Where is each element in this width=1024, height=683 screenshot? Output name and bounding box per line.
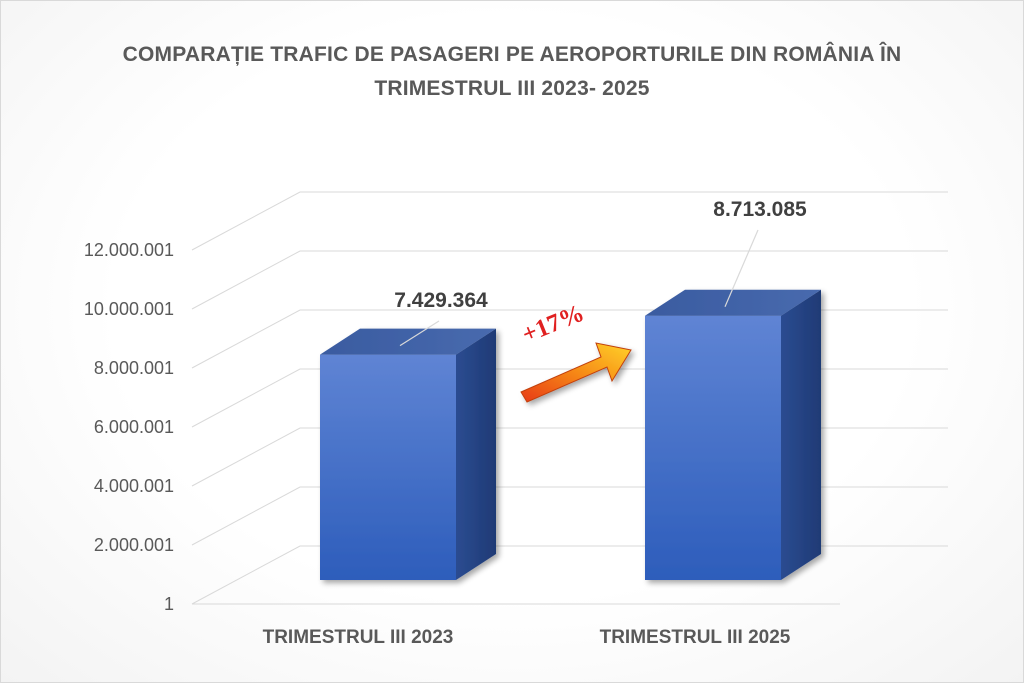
chart-title-line-2: TRIMESTRUL III 2023- 2025 <box>374 77 650 100</box>
y-tick-label: 4.000.001 <box>94 476 174 496</box>
data-label-leader <box>399 320 440 347</box>
gridline <box>191 486 948 546</box>
growth-arrow-icon <box>520 342 632 403</box>
growth-annotation: +17% <box>518 299 632 403</box>
y-tick-label: 2.000.001 <box>94 535 174 555</box>
gridline <box>191 191 948 251</box>
y-axis-tick-labels: 12.000.0014.000.0016.000.0018.000.00110.… <box>84 240 174 614</box>
bar-1 <box>320 328 496 580</box>
gridline <box>191 545 948 605</box>
x-category-label: TRIMESTRUL III 2025 <box>600 627 791 648</box>
data-label: 7.429.364 <box>394 289 488 312</box>
bar-side-face <box>781 289 821 580</box>
gridline <box>191 427 948 487</box>
chart-title-line-1: COMPARAȚIE TRAFIC DE PASAGERI PE AEROPOR… <box>122 43 902 66</box>
bar-front-face <box>320 354 456 580</box>
y-tick-label: 1 <box>164 594 174 614</box>
data-label: 8.713.085 <box>713 198 807 221</box>
gridline <box>191 250 948 310</box>
data-labels: 7.429.364 8.713.085 <box>394 198 807 347</box>
y-tick-label: 8.000.001 <box>94 358 174 378</box>
chart-title: COMPARAȚIE TRAFIC DE PASAGERI PE AEROPOR… <box>0 38 1024 106</box>
data-label-leader <box>724 229 759 307</box>
bar-top-face <box>645 289 821 316</box>
y-tick-label: 12.000.001 <box>84 240 174 260</box>
gridlines <box>191 191 948 605</box>
bar-side-face <box>456 328 496 580</box>
x-category-label: TRIMESTRUL III 2023 <box>263 627 454 648</box>
y-tick-label: 10.000.001 <box>84 299 174 319</box>
growth-annotation-label: +17% <box>518 299 588 348</box>
y-tick-label: 6.000.001 <box>94 417 174 437</box>
x-axis-category-labels: TRIMESTRUL III 2023 TRIMESTRUL III 2025 <box>263 627 791 648</box>
bars <box>320 289 821 580</box>
bar-2 <box>645 289 821 580</box>
bar-front-face <box>645 315 781 580</box>
bar-top-face <box>320 328 496 355</box>
